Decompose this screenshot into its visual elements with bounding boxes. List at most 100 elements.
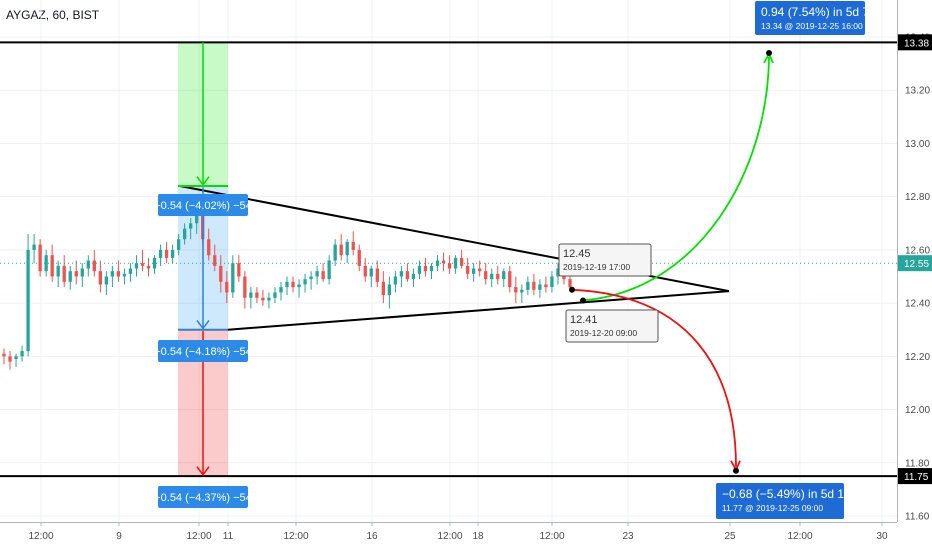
current-price-tag-text: 12.55 [904,259,929,270]
candle-body [484,271,488,280]
candle-body [273,292,277,298]
candle-body [447,263,452,269]
candle-body [478,268,482,272]
candle-body [417,265,422,274]
candle-body [80,268,84,277]
x-tick-label: 18 [472,531,484,542]
candle-body [98,271,102,285]
y-tick-label: 13.00 [905,139,930,150]
candle-body [472,268,476,274]
level-price-tag: 13.38 [898,34,932,51]
candle-body [459,257,464,266]
candle-body [520,289,524,293]
candle-body [86,260,90,269]
candle-body [496,273,500,280]
candle-body [550,276,554,288]
candle-body [62,265,66,282]
x-tick-label: 30 [876,531,888,542]
candle-body [309,276,313,280]
candle-body [435,260,440,266]
candle-body [357,249,361,266]
anchor-point[interactable] [733,467,739,474]
chart-drawings[interactable] [0,41,897,478]
target-label-up-sub: 13.34 @ 2019-12-25 16:00 [761,21,863,31]
candle-body [195,209,199,224]
x-tick-label: 12:00 [28,531,53,542]
y-tick-label: 13.20 [905,86,930,97]
measure-label-lower: −0.54 (−4.37%) −54 [154,486,252,508]
candle-body [315,271,319,277]
candle-body [74,271,78,277]
candle-body [32,244,36,250]
measure-label-upper: −0.54 (−4.02%) −54 [154,194,252,216]
candle-body [345,241,349,256]
candle-body [267,297,271,301]
measure-label-middle-text: −0.54 (−4.18%) −54 [154,346,252,358]
price-label-high: 12.45 2019-12-19 17:00 [558,243,652,277]
candle-body [363,265,367,277]
chart-title: AYGAZ, 60, BIST [6,8,100,22]
candle-body [158,249,163,258]
candle-body [508,271,512,288]
level-price-tag-text: 13.38 [904,38,929,49]
measure-arrow-red-head [196,466,210,477]
y-tick-label: 12.60 [905,245,930,256]
candle-body [514,287,518,293]
x-tick-label: 12:00 [539,531,564,542]
candle-body [544,284,548,288]
y-tick-label: 12.00 [905,405,930,416]
candle-body [56,265,60,277]
candle-body [411,273,416,280]
candle-body [207,239,211,256]
annotation-labels: −0.54 (−4.02%) −54 −0.54 (−4.18%) −54 −0.5… [154,1,876,519]
candle-body [140,263,145,266]
candle-body [279,287,283,293]
candle-body [231,263,235,293]
price-label-low-time: 2019-12-20 09:00 [570,328,637,338]
candle-body [556,268,560,277]
candle-body [502,271,506,280]
candle-body [532,281,536,290]
candle-body [164,249,169,258]
time-axis[interactable]: 12:00 9 12:00 11 12:00 16 12:00 18 12:00 23 25 12:0… [0,522,897,542]
candlestick-series [2,196,572,370]
x-tick-label: 12:00 [437,531,462,542]
current-price-tag: 12.55 [898,255,932,272]
y-tick-label: 11.80 [905,458,930,469]
candle-body [152,257,157,269]
candle-body [333,244,337,261]
projection-arrow-down[interactable] [571,288,737,467]
anchor-point[interactable] [580,297,586,304]
candle-body [255,292,259,298]
candle-body [134,263,139,269]
candle-body [453,257,458,269]
candle-body [249,292,253,298]
candle-body [110,271,115,277]
target-label-down: −0.68 (−5.49%) in 5d 16h 11.77 @ 2019-12-… [716,483,857,519]
measure-label-lower-text: −0.54 (−4.37%) −54 [154,492,252,504]
y-tick-label: 12.40 [905,299,930,310]
candle-body [243,276,247,298]
price-axis-bg [897,0,932,550]
anchor-point[interactable] [569,286,575,293]
candle-body [122,273,127,277]
candle-body [116,271,121,277]
y-tick-label: 11.60 [905,512,930,523]
x-tick-label: 12:00 [186,531,211,542]
anchor-point[interactable] [766,49,772,56]
candle-body [26,249,30,352]
y-tick-label: 12.20 [905,352,930,363]
chart-grid [0,0,897,522]
projection-arrow-up[interactable] [582,56,770,302]
triangle-lower-line[interactable] [227,290,730,331]
price-axis[interactable]: 13.4013.2013.0012.8012.6012.4012.2012.00… [897,0,932,550]
target-label-down-main: −0.68 (−5.49%) in 5d 16h [722,487,857,501]
candle-body [213,255,217,266]
level-price-tag-text: 11.75 [904,472,929,483]
candle-body [182,228,187,240]
measure-label-middle: −0.54 (−4.18%) −54 [154,340,252,362]
candle-body [399,271,404,277]
y-tick-label: 12.80 [905,192,930,203]
candle-body [538,284,542,290]
